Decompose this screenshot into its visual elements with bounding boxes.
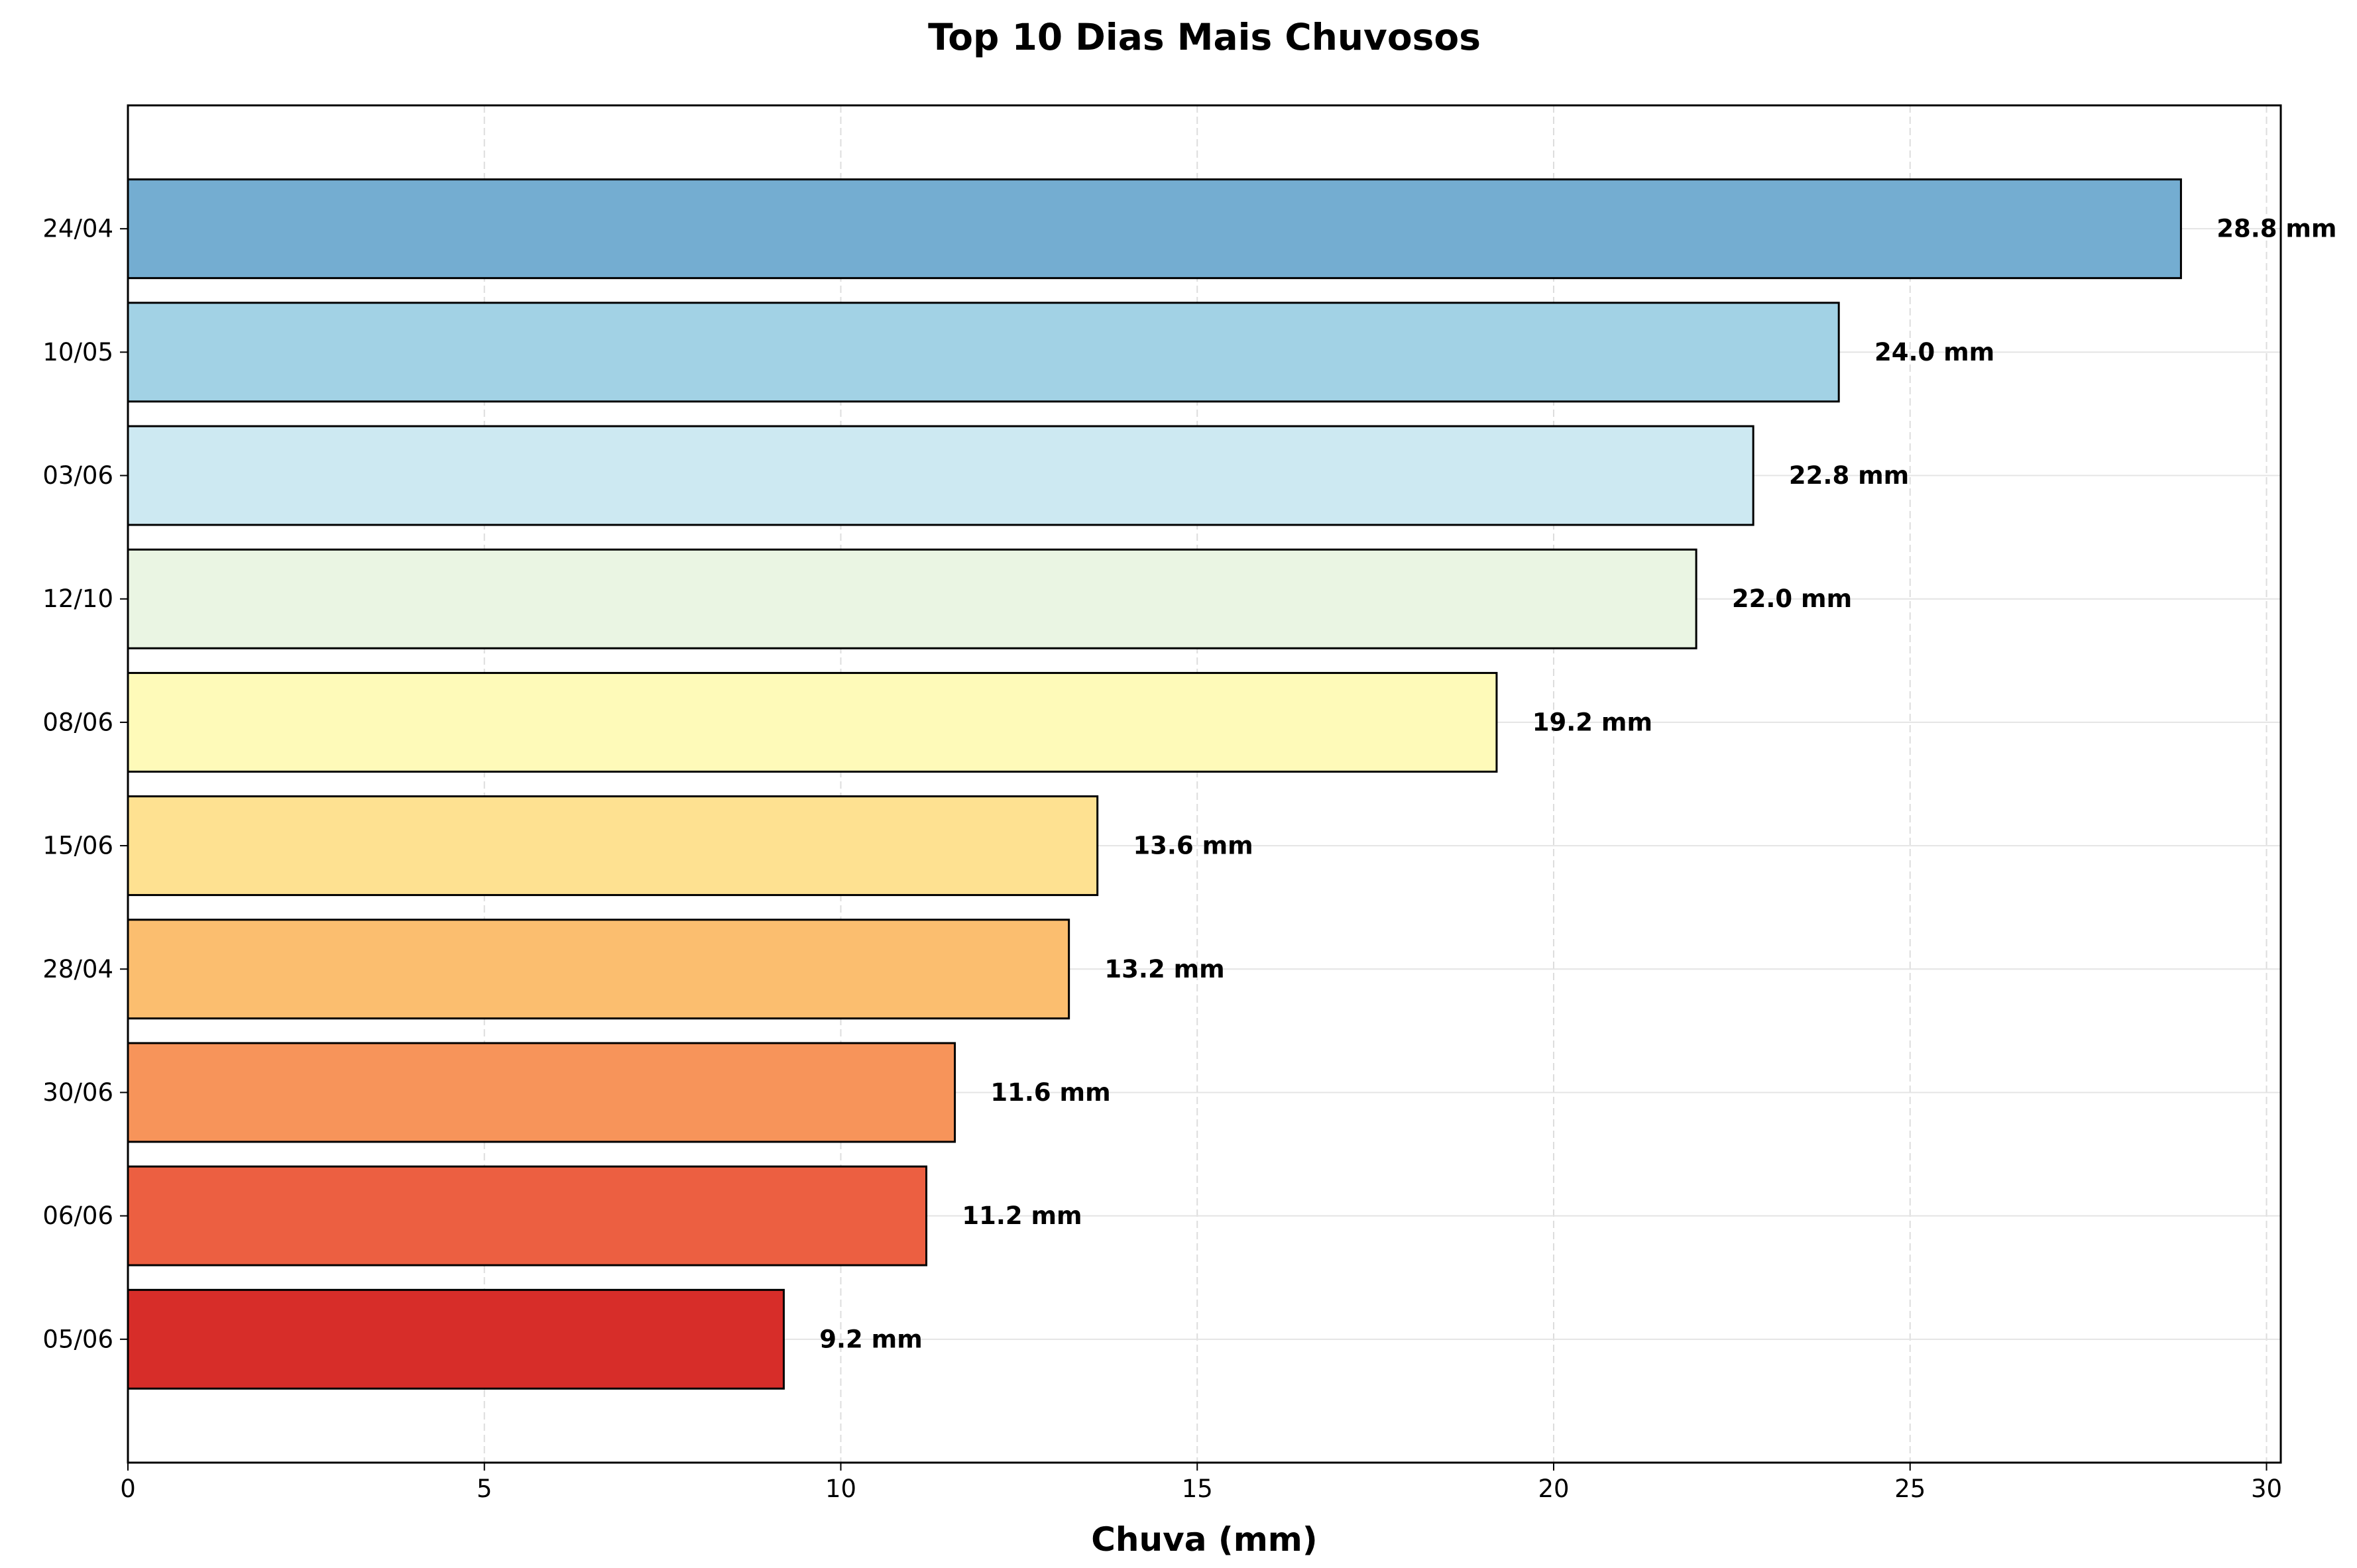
- bar: [127, 302, 1840, 403]
- bar: [127, 1042, 956, 1143]
- bar-value-labels: 28.8 mm 24.0 mm 22.8 mm 22.0 mm 19.2 mm 13.6 …: [819, 215, 2336, 1354]
- bar-value-label: 13.2 mm: [1104, 955, 1224, 983]
- bar: [127, 425, 1754, 526]
- bar: [127, 795, 1099, 897]
- y-axis: 24/04 10/05 03/06 12/10 08/06 15/06 28/04 30/06…: [42, 215, 128, 1353]
- y-tick-label: 08/06: [42, 708, 113, 736]
- bar-value-label: 13.6 mm: [1133, 832, 1253, 860]
- y-tick-label: 15/06: [42, 832, 113, 860]
- bar: [127, 1288, 785, 1390]
- x-tick-label: 25: [1894, 1475, 1926, 1503]
- bar: [127, 1165, 928, 1266]
- bar-value-label: 19.2 mm: [1532, 708, 1652, 736]
- x-axis-title: Chuva (mm): [1091, 1520, 1318, 1559]
- x-axis: 0 5 10 15 20 25 30: [120, 1463, 2282, 1503]
- x-tick-label: 5: [477, 1475, 492, 1503]
- bar-value-label: 22.0 mm: [1732, 585, 1852, 613]
- y-tick-label: 30/06: [42, 1078, 113, 1107]
- chart-title: Top 10 Dias Mais Chuvosos: [928, 16, 1481, 58]
- bar-value-label: 11.6 mm: [990, 1078, 1110, 1107]
- bars: [127, 178, 2182, 1390]
- bar-value-label: 22.8 mm: [1789, 461, 1909, 490]
- bar: [127, 548, 1697, 649]
- x-tick-label: 0: [120, 1475, 136, 1503]
- bar-value-label: 28.8 mm: [2216, 215, 2336, 243]
- x-tick-label: 15: [1182, 1475, 1213, 1503]
- bar-value-label: 24.0 mm: [1874, 338, 1994, 366]
- bar-value-label: 9.2 mm: [819, 1325, 923, 1353]
- bar: [127, 919, 1070, 1020]
- x-tick-label: 20: [1538, 1475, 1569, 1503]
- y-tick-label: 05/06: [42, 1325, 113, 1353]
- y-tick-label: 03/06: [42, 461, 113, 490]
- bar-value-label: 11.2 mm: [962, 1202, 1082, 1230]
- y-tick-label: 28/04: [42, 955, 113, 983]
- y-tick-label: 06/06: [42, 1202, 113, 1230]
- y-tick-label: 10/05: [42, 338, 113, 366]
- bar: [127, 178, 2182, 280]
- y-tick-label: 24/04: [42, 215, 113, 243]
- x-tick-label: 30: [2251, 1475, 2282, 1503]
- bar: [127, 671, 1498, 773]
- x-tick-label: 10: [825, 1475, 856, 1503]
- plot-frame: [127, 104, 2282, 1464]
- y-tick-label: 12/10: [42, 585, 113, 613]
